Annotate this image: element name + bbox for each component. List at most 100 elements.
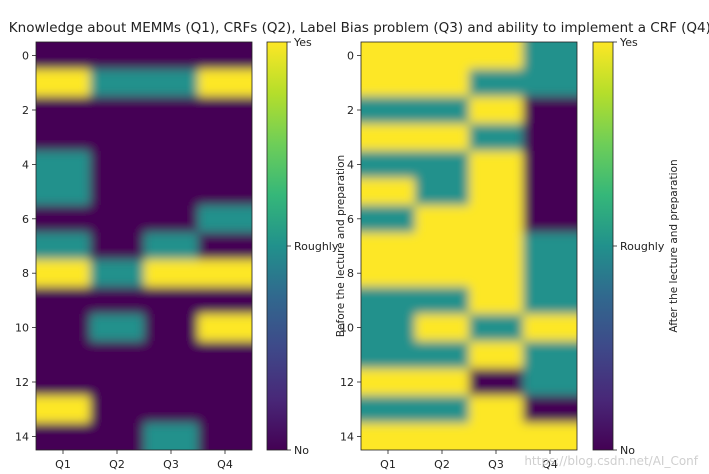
heatmap-cell: [361, 42, 416, 70]
heatmap-cell: [361, 150, 416, 179]
x-tick-label: Q1: [380, 458, 396, 471]
heatmap-cell: [144, 123, 199, 152]
heatmap-cell: [415, 368, 470, 397]
heatmap-cell: [469, 341, 524, 369]
heatmap-cell: [90, 205, 145, 233]
x-tick-label: Q4: [217, 458, 233, 471]
heatmap-cell: [36, 368, 91, 397]
heatmap-cell: [415, 123, 470, 152]
heatmap-cell: [90, 96, 145, 125]
heatmap-cell: [36, 232, 91, 261]
heatmap-cell: [36, 422, 91, 450]
y-ticks-after: 0 2 4 6 8 10 12 14: [340, 50, 361, 443]
heatmap-cell: [415, 178, 470, 206]
heatmap-cell: [36, 341, 91, 369]
heatmap-cell: [198, 422, 252, 450]
heatmap-cell: [144, 314, 199, 342]
y-tick-label: 12: [15, 376, 29, 389]
heatmap-cell: [90, 341, 145, 369]
y-tick-label: 12: [340, 376, 354, 389]
heatmap-cell: [469, 205, 524, 233]
colorbar-ticks-before: No Roughly Yes: [287, 36, 339, 457]
heatmap-cell: [523, 123, 577, 152]
heatmap-cell: [36, 69, 91, 97]
heatmap-cell: [469, 314, 524, 342]
y-tick-label: 0: [22, 50, 29, 63]
y-tick-label: 2: [347, 104, 354, 117]
colorbar-tick-label: No: [620, 444, 635, 457]
heatmap-cell: [523, 341, 577, 369]
heatmap-cell: [361, 314, 416, 342]
heatmap-cell: [198, 96, 252, 125]
heatmap-cell: [198, 395, 252, 424]
heatmap-cell: [415, 232, 470, 261]
heatmap-cell: [90, 259, 145, 288]
y-tick-label: 10: [15, 322, 29, 335]
heatmap-cell: [469, 422, 524, 450]
heatmap-cell: [361, 205, 416, 233]
y-ticks-before: 0 2 4 6 8 10 12 14: [15, 50, 36, 443]
x-ticks-after: Q1 Q2 Q3 Q4: [380, 450, 558, 471]
chart-title: Knowledge about MEMMs (Q1), CRFs (Q2), L…: [9, 20, 709, 36]
colorbar-before: No Roughly Yes: [266, 36, 339, 457]
watermark: https://blog.csdn.net/AI_Conf: [524, 454, 698, 468]
heatmap-cell: [36, 42, 91, 70]
heatmap-cell: [90, 368, 145, 397]
heatmap-cell: [198, 178, 252, 206]
heatmap-cell: [415, 422, 470, 450]
heatmap-cell: [144, 178, 199, 206]
heatmap-cell: [90, 286, 145, 315]
heatmap-cells-before: [36, 42, 252, 450]
heatmap-cell: [469, 286, 524, 315]
heatmap-cell: [90, 178, 145, 206]
y-tick-label: 14: [340, 430, 354, 443]
heatmap-cell: [523, 395, 577, 424]
heatmap-cell: [361, 422, 416, 450]
heatmap-cell: [415, 259, 470, 288]
y-tick-label: 8: [347, 267, 354, 280]
x-tick-label: Q2: [434, 458, 450, 471]
heatmap-cell: [415, 395, 470, 424]
x-tick-label: Q1: [55, 458, 71, 471]
heatmap-cell: [90, 314, 145, 342]
y-tick-label: 8: [22, 267, 29, 280]
heatmap-cell: [144, 96, 199, 125]
heatmap-cell: [90, 69, 145, 97]
heatmap-cell: [36, 314, 91, 342]
heatmap-cell: [36, 205, 91, 233]
heatmap-cell: [469, 232, 524, 261]
heatmap-cell: [361, 341, 416, 369]
y-tick-label: 10: [340, 322, 354, 335]
heatmap-cell: [144, 232, 199, 261]
heatmap-cell: [90, 150, 145, 179]
heatmap-cell: [144, 205, 199, 233]
y-tick-label: 4: [347, 158, 354, 171]
x-tick-label: Q3: [488, 458, 504, 471]
heatmap-cell: [198, 69, 252, 97]
heatmap-cell: [469, 69, 524, 97]
heatmap-cell: [90, 42, 145, 70]
heatmap-cell: [198, 314, 252, 342]
heatmap-cell: [523, 69, 577, 97]
heatmap-cell: [361, 259, 416, 288]
heatmap-cell: [90, 422, 145, 450]
heatmap-cell: [415, 341, 470, 369]
colorbar-after: No Roughly Yes: [592, 36, 665, 457]
x-tick-label: Q2: [109, 458, 125, 471]
heatmap-cell: [523, 205, 577, 233]
heatmap-cell: [469, 368, 524, 397]
heatmap-cell: [36, 123, 91, 152]
heatmap-cell: [415, 150, 470, 179]
heatmap-cell: [415, 314, 470, 342]
heatmap-cell: [36, 395, 91, 424]
heatmap-cell: [198, 205, 252, 233]
heatmap-cell: [198, 286, 252, 315]
heatmap-cell: [415, 42, 470, 70]
heatmap-cell: [144, 42, 199, 70]
colorbar-tick-label: Roughly: [620, 240, 665, 253]
heatmap-cell: [523, 232, 577, 261]
heatmap-cell: [523, 96, 577, 125]
heatmap-cell: [144, 395, 199, 424]
heatmap-cell: [198, 150, 252, 179]
heatmap-frame-after: [360, 41, 578, 451]
